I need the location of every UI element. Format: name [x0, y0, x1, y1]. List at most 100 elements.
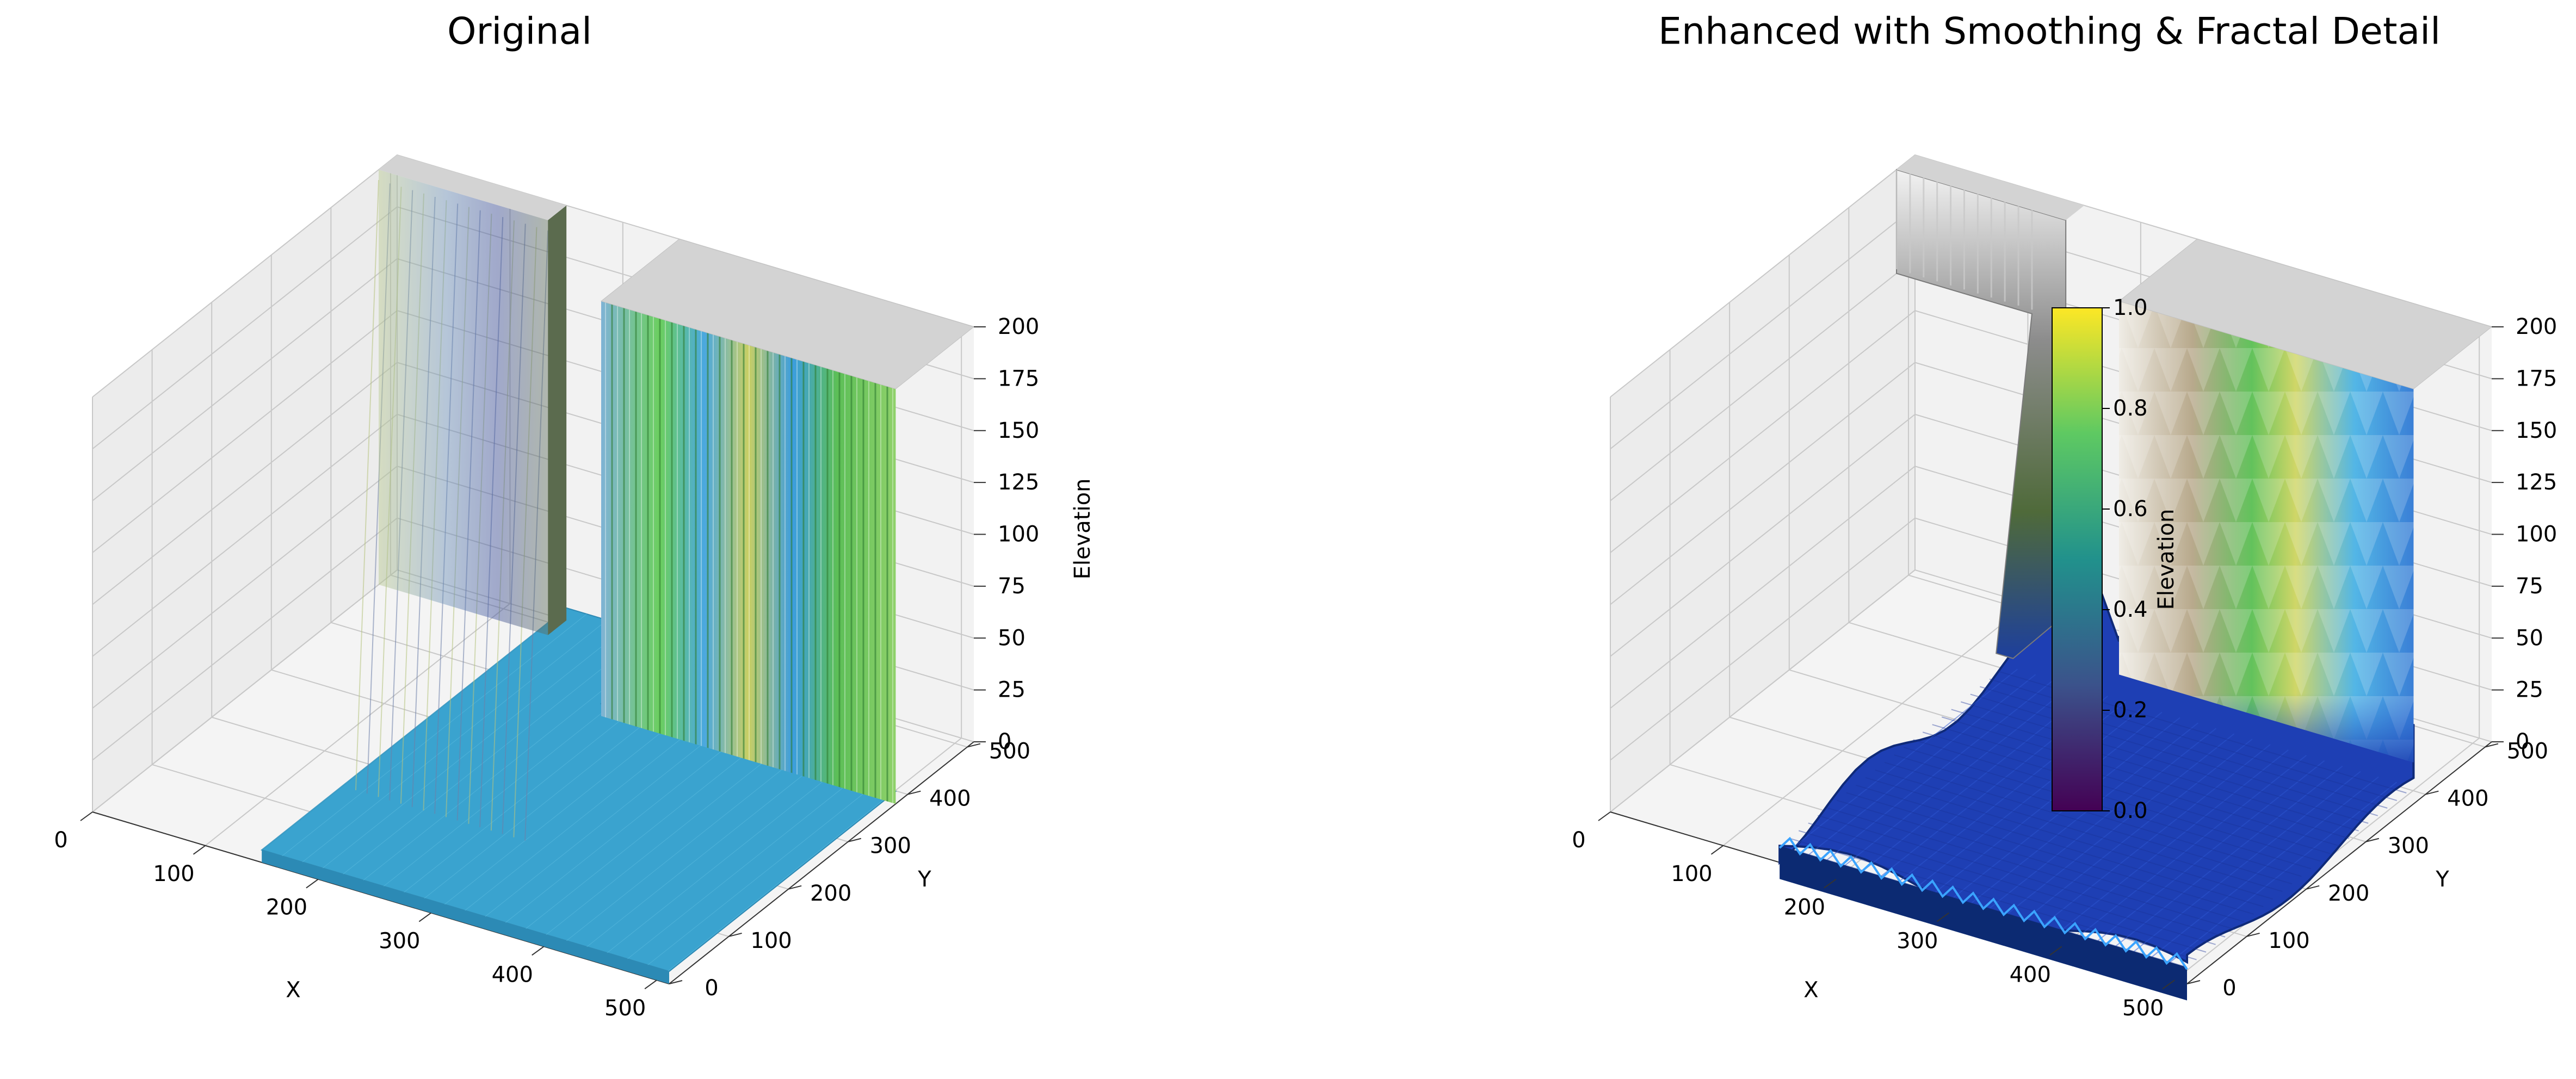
surface-wall-left	[379, 169, 548, 635]
y-axis-line	[2186, 741, 2492, 984]
y-tick-label: 200	[2328, 881, 2369, 906]
x-tick	[1598, 811, 1611, 821]
surface-mesh-line	[1884, 762, 2293, 885]
surface-mesh-line	[627, 778, 854, 959]
surface-curtain-line	[355, 180, 380, 791]
x-tick-label: 400	[2010, 962, 2051, 987]
z-tick-label: 200	[998, 314, 1039, 339]
y-tick-label: 300	[2388, 834, 2429, 859]
surface-mesh-line	[444, 724, 671, 905]
x-tick-label: 0	[1572, 828, 1585, 853]
z-tick-label: 150	[2516, 418, 2557, 443]
surface-mesh-line	[1917, 706, 2145, 888]
y-tick	[728, 932, 742, 937]
surface-mesh-line	[1837, 799, 2245, 922]
x-tick	[80, 811, 93, 821]
y-tick-label: 100	[2268, 928, 2309, 953]
surface-mesh-line	[2097, 760, 2325, 941]
x-tick-label: 0	[54, 828, 67, 853]
y-tick	[2365, 838, 2380, 842]
x-tick-label: 100	[153, 861, 194, 886]
z-tick-label: 100	[2516, 522, 2557, 547]
z-tick-label: 25	[2516, 678, 2543, 703]
surface-mesh-line	[1826, 679, 2054, 860]
x-tick	[2049, 946, 2062, 956]
surface-mesh-line	[1970, 693, 2378, 816]
y-axis-line	[669, 741, 974, 984]
y-tick-label: 400	[2447, 786, 2488, 811]
surface-mesh-line	[2079, 755, 2307, 936]
surface-mesh-line	[1961, 701, 2369, 824]
x-tick	[644, 979, 657, 990]
surface-mesh-line	[1971, 722, 2198, 904]
surface-mesh-line	[404, 712, 631, 893]
surface-mesh-line	[1865, 777, 2274, 900]
surface-mesh-line	[2061, 749, 2289, 931]
surface-mesh-line	[1818, 815, 2226, 938]
x-tick-label: 200	[266, 895, 307, 920]
surface-mesh-line	[2152, 776, 2379, 958]
z-tick-label: 125	[2516, 470, 2557, 495]
y-tick	[2246, 932, 2260, 937]
colorbar	[2052, 307, 2103, 811]
surface-mesh-line	[302, 619, 608, 863]
surface-mesh-line	[526, 748, 753, 929]
surface-mesh-line	[1903, 747, 2312, 870]
z-tick-label: 50	[2516, 625, 2543, 650]
y-tick-label: 100	[750, 928, 792, 953]
surface-mesh-line	[1790, 668, 2018, 850]
surface-mesh-line	[505, 742, 732, 923]
x-tick	[418, 912, 431, 922]
y-axis-label: Y	[2435, 867, 2449, 892]
z-tick-label: 75	[2516, 574, 2543, 599]
surface-mesh-line	[1894, 754, 2302, 877]
z-axis-label: Elevation	[1070, 479, 1095, 580]
y-tick	[2186, 980, 2201, 984]
surface-mesh-line	[282, 613, 587, 857]
z-tick-label: 125	[998, 470, 1039, 495]
x-axis-label: X	[1803, 978, 1818, 1003]
chart-title: Enhanced with Smoothing & Fractal Detail	[1658, 10, 2441, 53]
surface-mesh-line	[465, 730, 692, 911]
surface-wall-shade	[2119, 301, 2414, 762]
surface-mesh-line	[1798, 830, 2207, 953]
y-tick-label: 400	[929, 786, 971, 811]
surface	[261, 155, 975, 984]
x-tick	[193, 845, 206, 855]
surface-mesh-line	[2133, 771, 2361, 952]
z-tick-label: 150	[998, 418, 1039, 443]
colorbar-tick-label: 1.0	[2113, 295, 2148, 320]
surface-mesh-line	[1932, 724, 2340, 847]
x-tick-label: 500	[2122, 996, 2164, 1021]
surface-mesh-line	[1827, 807, 2235, 930]
colorbar-tick-label: 0.0	[2113, 798, 2148, 823]
z-tick-label: 175	[2516, 366, 2557, 391]
y-tick-label: 500	[989, 739, 1030, 764]
surface-mesh-line	[2007, 733, 2235, 914]
x-axis-label: X	[286, 978, 300, 1003]
surface-mesh-line	[343, 632, 648, 875]
surface-wall-left-side	[548, 205, 567, 635]
chart-title: Original	[447, 10, 592, 53]
y-tick-label: 200	[810, 881, 851, 906]
surface-mesh-line	[1989, 728, 2217, 909]
z-tick-label: 50	[998, 625, 1026, 650]
y-tick-label: 0	[705, 976, 718, 1001]
surface-mesh-line	[1846, 792, 2254, 915]
surface-mesh-line	[2170, 782, 2397, 963]
surface-mesh-line	[2025, 739, 2253, 920]
surface-mesh-line	[1856, 784, 2264, 907]
surface-mesh-line	[485, 736, 712, 917]
y-tick	[2485, 743, 2499, 748]
y-tick	[907, 790, 921, 795]
surface-plateau-left	[379, 155, 567, 220]
surface-mesh-line	[1808, 674, 2036, 855]
surface-mesh-line	[1941, 716, 2350, 839]
z-tick-label: 0	[998, 729, 1011, 754]
surface-mesh-line	[647, 785, 875, 965]
y-tick-label: 500	[2507, 739, 2548, 764]
surface-mesh-line	[546, 754, 773, 935]
surface-mesh-line	[2115, 765, 2343, 947]
surface-floor-rim	[1778, 836, 2188, 970]
